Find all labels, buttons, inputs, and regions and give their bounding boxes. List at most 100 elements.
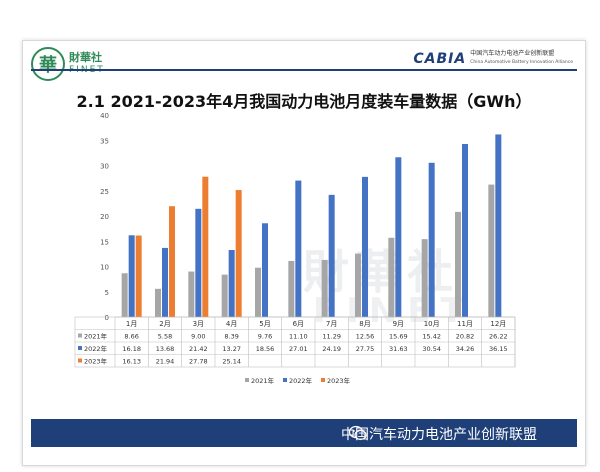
bar-2022年-2月 (162, 247, 168, 317)
cabia-logo: CABIA 中国汽车动力电池产业创新联盟 China Automotive Ba… (413, 49, 573, 67)
data-label: 11.29 (322, 333, 341, 341)
x-tick-label: 1月 (126, 320, 137, 328)
data-label: 12.56 (356, 333, 375, 341)
x-tick-label: 3月 (193, 320, 204, 328)
bar-2022年-7月 (328, 194, 335, 317)
y-tick-label: 15 (100, 238, 109, 246)
data-label: 9.00 (191, 333, 205, 341)
x-tick-label: 8月 (359, 320, 370, 328)
y-tick-label: 30 (100, 163, 109, 171)
y-tick-label: 0 (105, 314, 109, 322)
bar-2021年-5月 (255, 267, 261, 317)
cabia-mark: CABIA (413, 51, 467, 67)
y-tick-label: 20 (100, 213, 109, 221)
x-tick-label: 5月 (259, 320, 270, 328)
logo-cn-text: 財華社 (69, 51, 102, 64)
data-label: 18.56 (256, 345, 275, 353)
data-label: 21.94 (156, 358, 175, 366)
bar-2021年-11月 (455, 211, 461, 317)
data-label: 15.42 (422, 333, 441, 341)
bar-2022年-9月 (395, 157, 402, 317)
bar-2022年-12月 (495, 134, 502, 317)
bar-2021年-12月 (488, 184, 495, 317)
x-tick-label: 6月 (293, 320, 304, 328)
bar-2023年-2月 (169, 206, 175, 317)
y-tick-label: 25 (100, 188, 109, 196)
bar-2022年-3月 (195, 208, 202, 317)
bar-2021年-4月 (221, 274, 228, 317)
legend-key-2023年 (321, 378, 325, 382)
data-label: 31.63 (389, 345, 408, 353)
table-legend-key (78, 333, 82, 338)
data-label: 8.39 (224, 333, 238, 341)
data-label: 26.22 (489, 333, 508, 341)
bar-2022年-1月 (128, 235, 135, 317)
bar-2022年-11月 (462, 143, 468, 317)
x-tick-label: 12月 (490, 320, 506, 328)
bar-2021年-9月 (388, 237, 395, 317)
bar-2021年-1月 (121, 273, 128, 317)
legend-label: 2023年 (327, 376, 351, 385)
table-legend-key (78, 346, 82, 350)
x-tick-label: 7月 (326, 320, 337, 328)
bar-2021年-10月 (421, 239, 428, 317)
data-label: 13.68 (156, 345, 175, 353)
table-row-label: 2022年 (84, 344, 108, 353)
bar-2021年-8月 (355, 253, 361, 317)
x-tick-label: 4月 (226, 320, 237, 328)
chart-title: 2.1 2021-2023年4月我国动力电池月度装车量数据（GWh） (76, 92, 532, 111)
data-label: 16.13 (122, 358, 141, 366)
bar-2023年-1月 (135, 235, 142, 317)
data-label: 21.42 (189, 345, 208, 353)
bar-2022年-6月 (295, 180, 302, 317)
data-label: 9.76 (258, 333, 272, 341)
slide: 華 財華社 FINET CABIA 中国汽车动力电池产业创新联盟 China A… (22, 40, 586, 466)
table-row-label: 2023年 (84, 357, 108, 366)
y-tick-label: 40 (100, 112, 109, 120)
data-label: 11.10 (289, 333, 308, 341)
data-label: 27.78 (189, 358, 208, 366)
x-tick-label: 10月 (424, 320, 440, 328)
data-label: 25.14 (222, 358, 241, 366)
table-legend-key (78, 358, 82, 363)
footer-banner: 中国汽车动力电池产业创新联盟 (31, 419, 577, 447)
x-tick-label: 2月 (159, 320, 170, 328)
data-label: 5.58 (158, 333, 172, 341)
wechat-icon (349, 425, 367, 441)
bar-2022年-8月 (362, 176, 368, 317)
data-label: 27.01 (289, 345, 308, 353)
table-row-label: 2021年 (84, 332, 108, 341)
data-label: 27.75 (356, 345, 375, 353)
bar-2022年-4月 (228, 249, 235, 317)
x-tick-label: 11月 (457, 320, 473, 328)
bar-2021年-3月 (188, 271, 195, 317)
cabia-cn-text: 中国汽车动力电池产业创新联盟 (470, 50, 555, 57)
data-label: 34.26 (456, 345, 475, 353)
data-label: 30.54 (422, 345, 441, 353)
data-label: 15.69 (389, 333, 408, 341)
data-label: 36.15 (489, 345, 508, 353)
bar-chart: 0 5 10 15 20 25 30 35 40 1月 2月 3月 4月 5月 6月 7月 8月 9月 10月 11月… (74, 112, 516, 385)
bar-2023年-4月 (235, 190, 242, 317)
bar-2023年-3月 (202, 176, 209, 317)
footer-text: 中国汽车动力电池产业创新联盟 (341, 427, 537, 443)
header-rule (31, 69, 577, 71)
x-tick-label: 9月 (393, 320, 404, 328)
bar-2021年-6月 (288, 260, 295, 317)
data-label: 24.19 (322, 345, 341, 353)
data-label: 8.66 (124, 333, 138, 341)
legend-label: 2022年 (289, 376, 313, 385)
bar-2022年-10月 (428, 162, 435, 317)
bar-2022年-5月 (262, 223, 268, 317)
y-tick-label: 5 (105, 289, 109, 297)
legend-label: 2021年 (251, 376, 275, 385)
bar-2021年-2月 (155, 288, 161, 317)
legend-key-2022年 (283, 378, 287, 382)
data-label: 13.27 (222, 345, 241, 353)
bar-2021年-7月 (321, 259, 328, 317)
data-label: 20.82 (456, 333, 475, 341)
y-tick-label: 10 (100, 264, 109, 272)
y-tick-label: 35 (100, 137, 109, 145)
watermark-cn: 財華社 (303, 245, 459, 299)
cabia-en-text: China Automotive Battery Innovation Alli… (470, 60, 573, 65)
